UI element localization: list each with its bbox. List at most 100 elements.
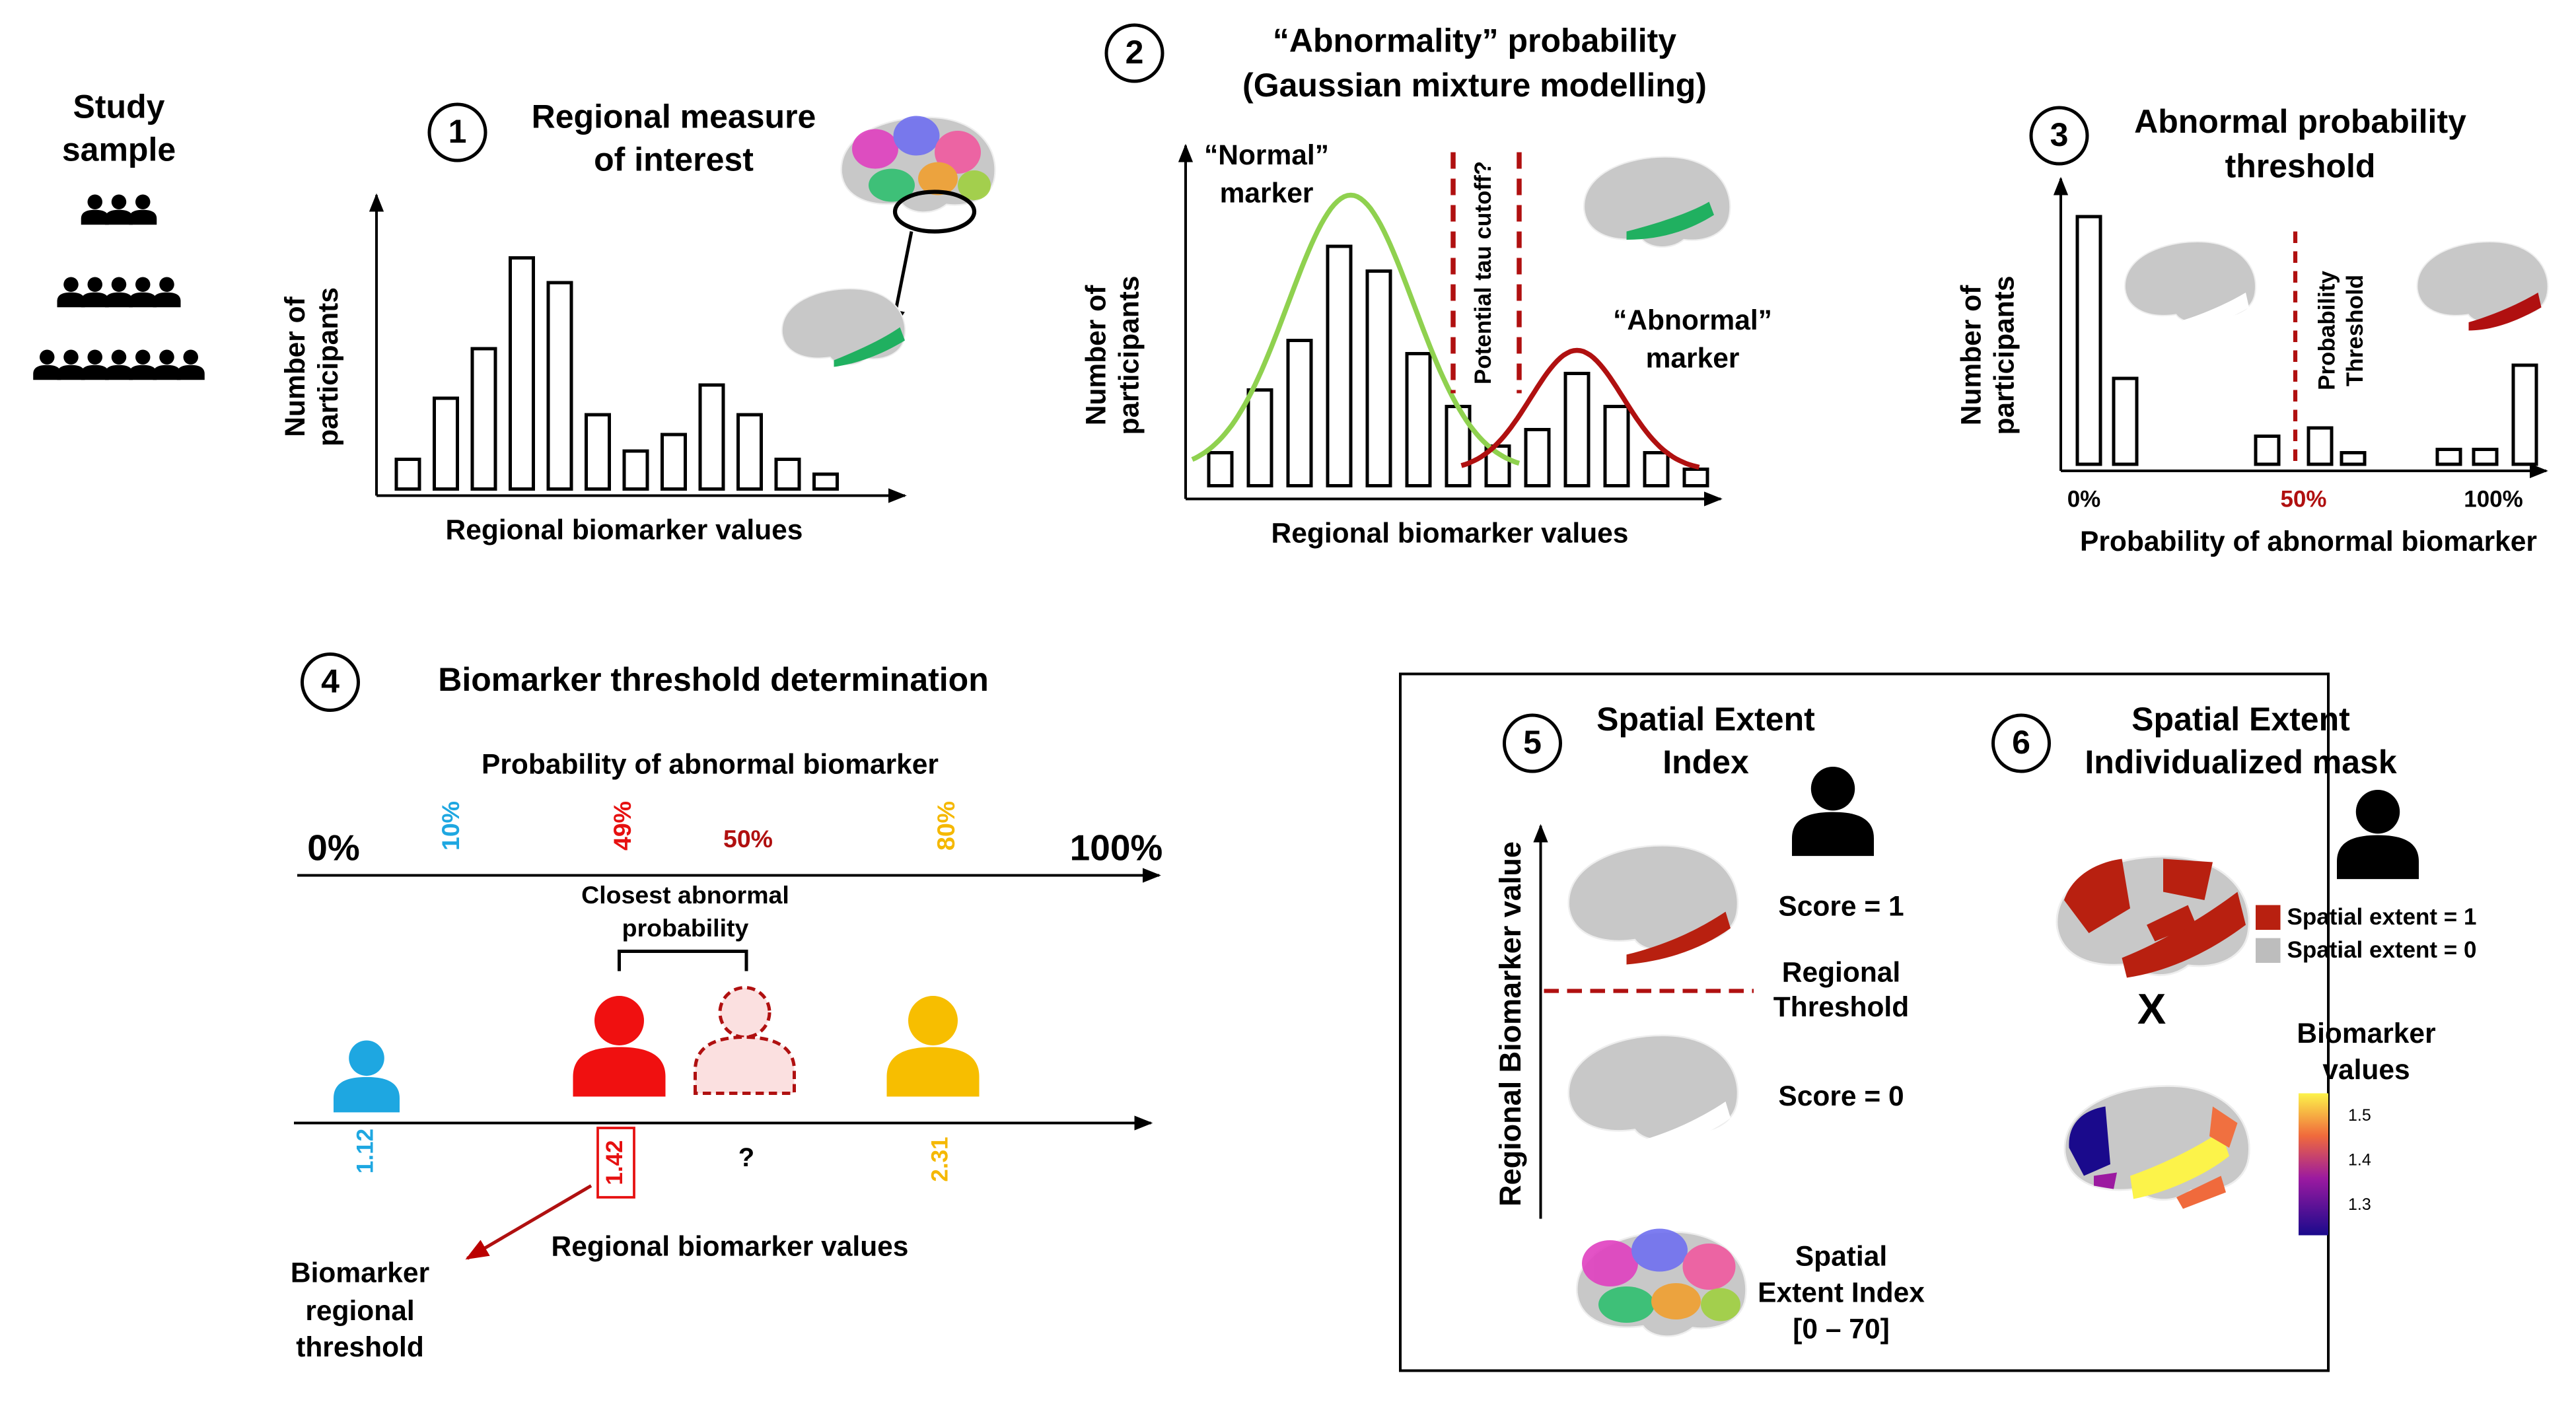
- panel-title: “Abnormality” probability: [1273, 22, 1676, 59]
- threshold-label: threshold: [296, 1332, 424, 1363]
- x-label: Regional biomarker values: [446, 515, 803, 546]
- panel-title: (Gaussian mixture modelling): [1242, 67, 1707, 104]
- hist-bar: [2307, 426, 2334, 466]
- region: [1626, 911, 1731, 965]
- value-box: [596, 1127, 635, 1199]
- panel-title: Biomarker threshold determination: [438, 661, 988, 698]
- abnormal-curve: [1460, 347, 1700, 470]
- crowd: [33, 194, 205, 380]
- y-label: Number of: [1956, 285, 1987, 425]
- threshold-label: Probability: [2314, 271, 2340, 390]
- badge: [1104, 23, 1164, 83]
- hist-bar: [2435, 448, 2462, 466]
- step-number: 2: [1126, 34, 1144, 71]
- score-label: Score = 0: [1778, 1081, 1904, 1112]
- index-label: Extent Index: [1758, 1278, 1925, 1309]
- cutoff-label: Potential tau cutoff?: [1470, 161, 1496, 384]
- normal-label: marker: [1220, 178, 1314, 209]
- step-number: 5: [1523, 724, 1542, 761]
- hist-bar: [1326, 244, 1353, 487]
- hist-bar: [2112, 376, 2139, 466]
- step-badge: 1: [427, 102, 487, 162]
- closest-label: probability: [622, 914, 749, 942]
- person-icon: [2337, 790, 2419, 880]
- person-icon: [33, 349, 61, 380]
- hist-bar: [1286, 339, 1313, 487]
- hist-bar: [661, 433, 687, 491]
- threshold-label: Threshold: [2342, 275, 2368, 386]
- person-icon: [105, 277, 133, 308]
- end-label: 100%: [1070, 827, 1163, 868]
- colorbar-title: Biomarker: [2297, 1018, 2435, 1049]
- frame: [1399, 672, 2330, 1372]
- panel-title: of interest: [594, 141, 754, 178]
- hist-bar: [2340, 451, 2367, 466]
- x-label: Probability of abnormal biomarker: [2080, 526, 2537, 557]
- hist-bar: [546, 281, 573, 491]
- colorbar-tick: 1.5: [2348, 1106, 2371, 1125]
- badge: [2029, 106, 2089, 166]
- hist-bar: [2511, 363, 2538, 466]
- legend-label: Spatial extent = 1: [2287, 904, 2477, 930]
- prob-label: 49%: [608, 801, 636, 851]
- person-icon: [81, 349, 109, 380]
- score-label: Score = 1: [1778, 892, 1904, 923]
- regional-label: Regional: [1782, 958, 1900, 989]
- hist-bar: [2254, 435, 2281, 466]
- person-icon: [153, 277, 181, 308]
- step-number: 6: [2012, 724, 2030, 761]
- colorbar: [2299, 1093, 2328, 1236]
- normal-label: “Normal”: [1204, 140, 1329, 171]
- threshold-label: Biomarker: [291, 1258, 429, 1289]
- regions: [2069, 1106, 2238, 1209]
- tick-label: 50%: [2280, 486, 2326, 512]
- abnormal-label: marker: [1646, 343, 1740, 374]
- colorbar-tick: 1.3: [2348, 1195, 2371, 1214]
- panel-title: Index: [1663, 744, 1749, 781]
- value-label: 1.42: [602, 1140, 627, 1185]
- person-icon: [81, 194, 109, 225]
- tick-label: 100%: [2464, 486, 2523, 512]
- histogram: [394, 256, 839, 491]
- region: [2176, 293, 2249, 331]
- y-label: participants: [313, 287, 344, 446]
- person-icon: [105, 194, 133, 225]
- y-label: Regional Biomarker value: [1493, 841, 1527, 1207]
- badge: [1503, 713, 1562, 773]
- step-badge: 6: [1991, 713, 2051, 773]
- hist-bar: [1246, 388, 1273, 487]
- hist-bar: [2075, 215, 2102, 466]
- study-title: sample: [62, 131, 176, 168]
- value-label: ?: [738, 1143, 754, 1172]
- closest-label: Closest abnormal: [581, 881, 789, 909]
- hist-bar: [2472, 448, 2499, 466]
- person-icon-dashed: [694, 986, 796, 1095]
- histogram: [2075, 215, 2538, 466]
- hist-bar: [736, 413, 763, 491]
- person-icon: [334, 1040, 400, 1113]
- index-label: [0 – 70]: [1793, 1314, 1889, 1345]
- person-icon: [129, 349, 157, 380]
- study-title: Study: [73, 88, 165, 125]
- colorbar-title: values: [2322, 1055, 2410, 1086]
- hist-bar: [698, 383, 725, 491]
- y-label: Number of: [1081, 285, 1112, 425]
- prob-label: 50%: [723, 825, 773, 853]
- regional-label: Threshold: [1773, 992, 1909, 1023]
- hist-bar: [774, 458, 801, 491]
- person-icon: [573, 996, 666, 1097]
- person-icon: [129, 194, 157, 225]
- legend-swatch: [2256, 938, 2281, 963]
- panel-title: Abnormal probability: [2134, 103, 2466, 140]
- x-label: Regional biomarker values: [1271, 518, 1629, 549]
- legend-label: Spatial extent = 0: [2287, 937, 2477, 963]
- hist-bar: [433, 396, 459, 491]
- y-label: participants: [1114, 276, 1145, 435]
- index-label: Spatial: [1795, 1242, 1887, 1273]
- person-icon: [57, 277, 85, 308]
- cutoff-lines: [1450, 152, 1522, 394]
- step-number: 1: [448, 113, 467, 150]
- hist-bar: [812, 472, 839, 491]
- end-label: 0%: [307, 827, 360, 868]
